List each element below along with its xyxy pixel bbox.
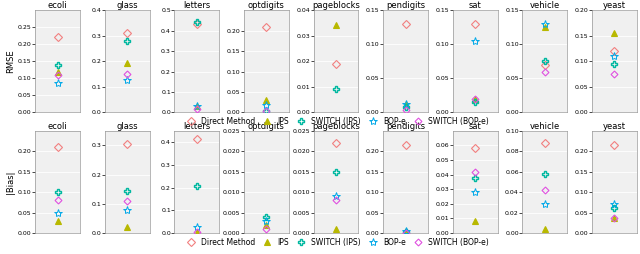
Title: glass: glass bbox=[116, 1, 138, 10]
Title: letters: letters bbox=[183, 122, 211, 131]
Title: ecoli: ecoli bbox=[48, 1, 68, 10]
Title: pageblocks: pageblocks bbox=[312, 122, 360, 131]
Title: vehicle: vehicle bbox=[530, 122, 560, 131]
Y-axis label: |Bias|: |Bias| bbox=[6, 170, 15, 194]
Title: pageblocks: pageblocks bbox=[312, 1, 360, 10]
Title: pendigits: pendigits bbox=[386, 122, 425, 131]
Title: pendigits: pendigits bbox=[386, 1, 425, 10]
Title: sat: sat bbox=[469, 1, 481, 10]
Title: yeast: yeast bbox=[603, 1, 626, 10]
Title: optdigits: optdigits bbox=[248, 122, 285, 131]
Y-axis label: RMSE: RMSE bbox=[6, 50, 15, 73]
Title: ecoli: ecoli bbox=[48, 122, 68, 131]
Title: sat: sat bbox=[469, 122, 481, 131]
Title: letters: letters bbox=[183, 1, 211, 10]
Title: yeast: yeast bbox=[603, 122, 626, 131]
Title: optdigits: optdigits bbox=[248, 1, 285, 10]
Title: vehicle: vehicle bbox=[530, 1, 560, 10]
Legend: Direct Method, IPS, SWITCH (IPS), BOP-e, SWITCH (BOP-e): Direct Method, IPS, SWITCH (IPS), BOP-e,… bbox=[184, 117, 488, 126]
Title: glass: glass bbox=[116, 122, 138, 131]
Legend: Direct Method, IPS, SWITCH (IPS), BOP-e, SWITCH (BOP-e): Direct Method, IPS, SWITCH (IPS), BOP-e,… bbox=[184, 238, 488, 247]
